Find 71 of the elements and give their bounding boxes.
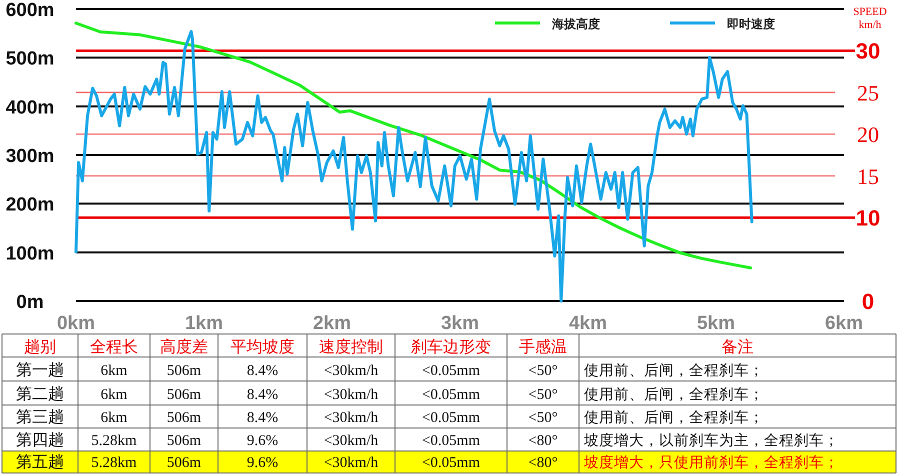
x-tick-label: 4km xyxy=(568,313,608,334)
category-label: 刹车边形变 xyxy=(411,337,491,356)
text: 8.4% xyxy=(246,410,278,426)
category-label: 趟别 xyxy=(24,337,56,356)
y-tick-label: 600m xyxy=(6,0,54,21)
text: <0.05mm xyxy=(422,455,480,471)
category-label: 高度差 xyxy=(160,337,208,356)
text: <30km/h xyxy=(324,433,379,449)
text: 8.4% xyxy=(246,387,278,403)
text: <30km/h xyxy=(324,455,379,471)
text: 506m xyxy=(166,387,202,403)
legend-label: 海拔高度 xyxy=(551,17,600,31)
y-tick-label: 400m xyxy=(6,97,54,118)
text: 506m xyxy=(166,363,202,379)
legend-label: 即时速度 xyxy=(727,17,775,31)
x-tick-label: 1km xyxy=(184,313,224,334)
category-label: 平均坡度 xyxy=(230,337,294,356)
y-tick-label: 0m xyxy=(16,292,44,313)
y2-tick-label: 30 xyxy=(856,38,880,64)
text: 使用前、后闸，全程刹车； xyxy=(584,386,764,403)
text: 506m xyxy=(166,410,202,426)
text: 使用前、后闸，全程刹车； xyxy=(584,409,764,426)
text: 9.6% xyxy=(246,455,278,471)
y2-tick-label: 10 xyxy=(856,206,880,231)
text: <30km/h xyxy=(324,387,379,403)
text: 5.28km xyxy=(91,433,138,449)
text: <50° xyxy=(528,410,558,426)
text: 5.28km xyxy=(91,455,138,471)
category-label: 备注 xyxy=(722,337,754,356)
text: 使用前、后闸，全程刹车； xyxy=(584,362,764,379)
text: 6km xyxy=(100,387,128,403)
text: 第四趟 xyxy=(16,430,64,449)
y2-tick-label: 20 xyxy=(857,122,879,148)
text: <50° xyxy=(528,363,558,379)
text: 9.6% xyxy=(246,433,278,449)
y-tick-label: 500m xyxy=(6,48,54,70)
text: 第二趟 xyxy=(16,384,64,403)
text: <0.05mm xyxy=(422,433,480,449)
text: <80° xyxy=(528,455,558,471)
text: <0.05mm xyxy=(422,387,480,403)
text: 506m xyxy=(166,433,202,449)
x-tick-label: 2km xyxy=(312,313,352,334)
category-label: 速度控制 xyxy=(319,337,383,356)
category-label: 手感温 xyxy=(519,337,567,356)
text: 第三趟 xyxy=(16,407,64,426)
y-tick-label: 300m xyxy=(6,146,54,167)
y2-tick-label: 15 xyxy=(857,164,879,189)
text: <50° xyxy=(528,387,558,403)
text: 坡度增大，以前刹车为主，全程刹车； xyxy=(583,432,839,449)
text: <30km/h xyxy=(324,363,379,379)
text: <30km/h xyxy=(324,410,379,426)
y-tick-label: 100m xyxy=(6,243,54,264)
y-tick-label: 200m xyxy=(6,194,54,216)
y2-tick-label: 0 xyxy=(862,289,874,314)
y2-tick-label: 25 xyxy=(857,80,879,106)
text: 8.4% xyxy=(246,363,278,379)
text: 506m xyxy=(166,455,202,471)
text: <80° xyxy=(528,433,558,449)
text: 第五趟 xyxy=(16,452,64,471)
text: <0.05mm xyxy=(422,410,480,426)
text: 第一趟 xyxy=(16,360,64,379)
text: 6km xyxy=(100,363,128,379)
x-tick-label: 5km xyxy=(696,313,736,334)
x-tick-label: 6km xyxy=(824,313,864,334)
x-tick-label: 3km xyxy=(440,313,480,334)
y2-axis-title: SPEED km/h xyxy=(853,6,887,31)
text: 6km xyxy=(100,410,128,426)
text: <0.05mm xyxy=(422,363,480,379)
category-label: 全程长 xyxy=(90,337,138,356)
x-tick-label: 0km xyxy=(56,313,96,334)
text: 坡度增大，只使用前刹车，全程刹车； xyxy=(583,454,839,471)
